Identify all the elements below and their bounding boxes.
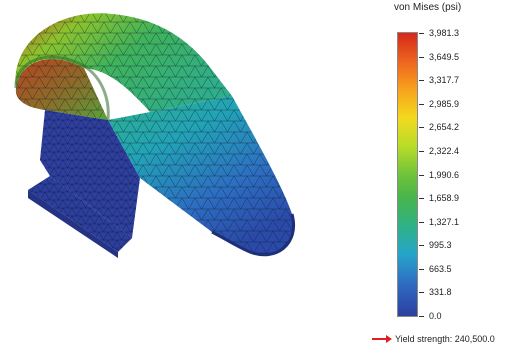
colorbar-tick-label: 3,981.3 bbox=[429, 28, 460, 38]
colorbar-tick-mark bbox=[419, 268, 424, 270]
colorbar-tick-mark bbox=[419, 221, 424, 223]
colorbar-tick-label: 663.5 bbox=[429, 263, 452, 274]
stress-colorbar bbox=[397, 32, 418, 317]
colorbar-tick-label: 2,654.2 bbox=[429, 122, 460, 133]
loop-inner-surface bbox=[15, 58, 108, 120]
colorbar-tick-mark bbox=[419, 56, 424, 58]
colorbar-tick-mark bbox=[419, 174, 424, 176]
fea-mesh-model[interactable] bbox=[0, 0, 360, 350]
colorbar-tick-label: 331.8 bbox=[429, 287, 452, 298]
colorbar-tick-mark bbox=[419, 103, 424, 105]
colorbar-tick-label: 2,322.4 bbox=[429, 145, 460, 156]
colorbar-tick-label: 0.0 bbox=[429, 311, 442, 321]
colorbar-tick-label: 995.3 bbox=[429, 240, 452, 251]
colorbar-tick-mark bbox=[419, 80, 424, 82]
tongue-surface bbox=[108, 96, 295, 257]
colorbar-tick-mark bbox=[419, 245, 424, 247]
yield-strength-label: Yield strength: 240,500.0 bbox=[395, 334, 495, 344]
colorbar-tick-mark bbox=[419, 33, 424, 34]
yield-strength-indicator: Yield strength: 240,500.0 bbox=[372, 334, 495, 344]
colorbar-tick-label: 3,649.5 bbox=[429, 51, 460, 62]
colorbar-tick-mark bbox=[419, 198, 424, 200]
arrow-right-icon bbox=[372, 335, 392, 343]
colorbar-tick-mark bbox=[419, 292, 424, 294]
legend-title: von Mises (psi) bbox=[394, 2, 462, 13]
colorbar-tick-label: 1,658.9 bbox=[429, 193, 460, 204]
loop-outer-surface bbox=[14, 13, 232, 121]
colorbar-tick-mark bbox=[419, 316, 424, 317]
colorbar-tick-label: 2,985.9 bbox=[429, 98, 460, 109]
colorbar-tick-mark bbox=[419, 150, 424, 152]
inner-wall bbox=[40, 110, 140, 238]
colorbar-tick-label: 1,327.1 bbox=[429, 216, 460, 227]
base-foot bbox=[28, 176, 132, 258]
colorbar-tick-mark bbox=[419, 127, 424, 129]
colorbar-tick-label: 3,317.7 bbox=[429, 75, 460, 86]
colorbar-tick-label: 1,990.6 bbox=[429, 169, 460, 180]
